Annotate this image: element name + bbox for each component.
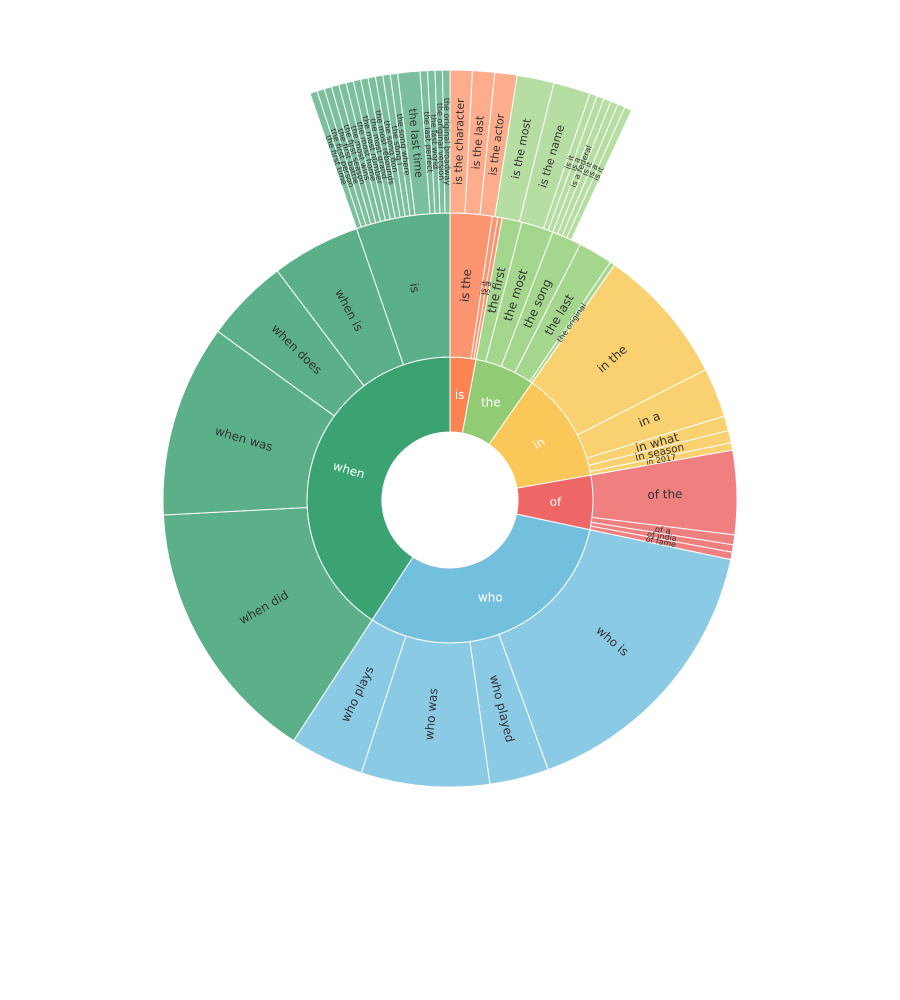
segments-layer <box>162 69 738 788</box>
segment-who-is[interactable] <box>498 529 732 771</box>
segment-when-did[interactable] <box>162 506 373 742</box>
segment-is-it[interactable] <box>566 106 633 241</box>
segment-the-original-broadway[interactable] <box>441 69 451 214</box>
